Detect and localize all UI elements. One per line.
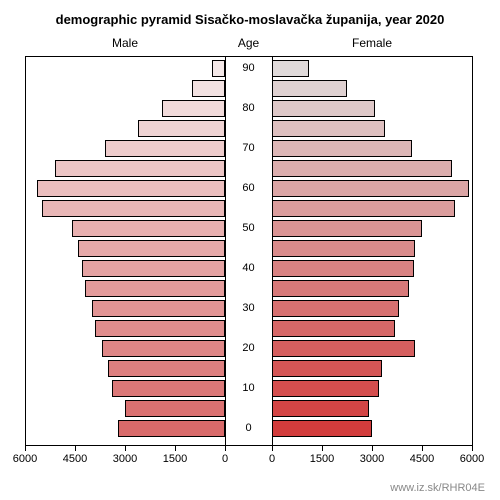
female-bar — [272, 160, 452, 177]
male-bar — [112, 380, 225, 397]
x-tick-label: 3000 — [352, 453, 392, 465]
x-tick-label: 0 — [252, 453, 292, 465]
x-tick — [25, 445, 26, 451]
axis-line — [25, 56, 225, 57]
female-bar — [272, 380, 379, 397]
chart-title: demographic pyramid Sisačko-moslavačka ž… — [0, 12, 500, 27]
female-bar — [272, 80, 347, 97]
x-tick — [75, 445, 76, 451]
axis-line — [225, 56, 272, 57]
male-bar — [37, 180, 225, 197]
x-tick-label: 6000 — [5, 453, 45, 465]
female-bar — [272, 260, 414, 277]
x-tick-label: 6000 — [452, 453, 492, 465]
female-bar — [272, 360, 382, 377]
male-bar — [78, 240, 225, 257]
female-bar — [272, 180, 469, 197]
female-bar — [272, 320, 395, 337]
male-bar — [118, 420, 225, 437]
x-tick-label: 4500 — [55, 453, 95, 465]
age-tick-label: 50 — [225, 222, 272, 234]
male-label: Male — [25, 36, 225, 50]
female-bar — [272, 280, 409, 297]
x-tick — [175, 445, 176, 451]
male-bar — [95, 320, 225, 337]
age-tick-label: 90 — [225, 62, 272, 74]
male-bar — [42, 200, 225, 217]
x-tick-label: 1500 — [155, 453, 195, 465]
male-bar — [138, 120, 225, 137]
female-bar — [272, 240, 415, 257]
axis-line — [472, 56, 473, 445]
female-bar — [272, 420, 372, 437]
attribution-text: www.iz.sk/RHR04E — [390, 482, 485, 494]
female-bar — [272, 200, 455, 217]
male-bar — [82, 260, 225, 277]
female-bar — [272, 220, 422, 237]
female-bar — [272, 340, 415, 357]
male-bar — [55, 160, 225, 177]
age-tick-label: 60 — [225, 182, 272, 194]
x-tick-label: 3000 — [105, 453, 145, 465]
female-bar — [272, 120, 385, 137]
x-tick — [125, 445, 126, 451]
male-bar — [105, 140, 225, 157]
male-bar — [192, 80, 225, 97]
male-bar — [92, 300, 225, 317]
x-tick-label: 0 — [205, 453, 245, 465]
x-tick — [225, 445, 226, 451]
x-tick — [322, 445, 323, 451]
female-bar — [272, 60, 309, 77]
female-label: Female — [272, 36, 472, 50]
age-tick-label: 40 — [225, 262, 272, 274]
axis-line — [225, 56, 226, 445]
x-tick — [422, 445, 423, 451]
axis-line — [272, 56, 273, 445]
age-tick-label: 80 — [225, 102, 272, 114]
axis-line — [272, 56, 472, 57]
x-tick — [272, 445, 273, 451]
female-bar — [272, 100, 375, 117]
x-tick — [372, 445, 373, 451]
age-tick-label: 30 — [225, 302, 272, 314]
male-bar — [102, 340, 225, 357]
male-bar — [108, 360, 225, 377]
age-tick-label: 0 — [225, 422, 272, 434]
male-bar — [72, 220, 225, 237]
age-tick-label: 70 — [225, 142, 272, 154]
x-tick — [472, 445, 473, 451]
female-bar — [272, 300, 399, 317]
female-bar — [272, 400, 369, 417]
age-label: Age — [225, 36, 272, 50]
male-bar — [212, 60, 225, 77]
x-tick-label: 4500 — [402, 453, 442, 465]
age-tick-label: 10 — [225, 382, 272, 394]
male-bar — [162, 100, 225, 117]
age-tick-label: 20 — [225, 342, 272, 354]
x-tick-label: 1500 — [302, 453, 342, 465]
axis-line — [225, 445, 272, 446]
female-bar — [272, 140, 412, 157]
male-bar — [85, 280, 225, 297]
male-bar — [125, 400, 225, 417]
axis-line — [25, 56, 26, 445]
